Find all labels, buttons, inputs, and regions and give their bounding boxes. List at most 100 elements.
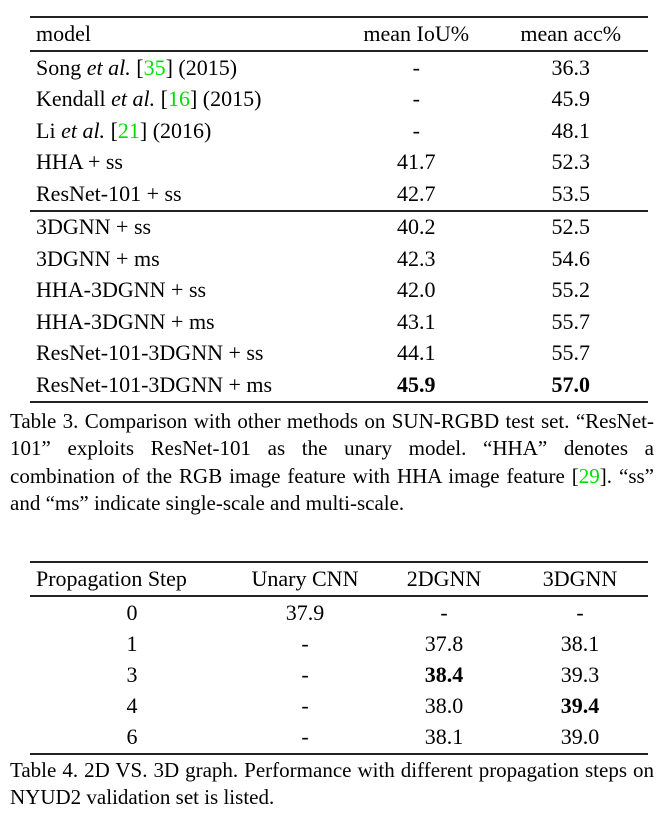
- table-row: ResNet-101 + ss 42.7 53.5: [30, 178, 648, 211]
- table4-body: 0 37.9 - - 1 - 37.8 38.1 3 - 38.4 39.3 4…: [30, 596, 648, 754]
- year-text: ] (2015): [165, 54, 238, 80]
- iou-cell: -: [412, 54, 420, 80]
- step-cell: 3: [126, 661, 138, 687]
- etal-text: et al.: [61, 117, 106, 143]
- model-cell: ResNet-101 + ss: [36, 180, 182, 206]
- model-cell: 3DGNN + ss: [30, 209, 339, 243]
- 2dgnn-cell: 38.0: [424, 693, 464, 719]
- table3-header: model mean IoU% mean acc%: [30, 17, 648, 52]
- citation-link[interactable]: 16: [167, 86, 190, 112]
- iou-cell: 42.3: [397, 245, 436, 271]
- acc-cell: 36.3: [551, 54, 591, 80]
- 3dgnn-cell: 39.0: [560, 724, 600, 750]
- 2dgnn-cell-best: 38.4: [424, 661, 464, 687]
- citation-link[interactable]: 35: [143, 54, 166, 80]
- propagation-step-table: Propagation Step Unary CNN 2DGNN 3DGNN 0…: [30, 561, 648, 755]
- table-row: Kendall et al. [16] (2015) - 45.9: [30, 84, 648, 116]
- model-cell: HHA-3DGNN + ss: [36, 277, 207, 303]
- table-row: ResNet-101-3DGNN + ss 44.1 55.7: [30, 338, 648, 370]
- iou-cell-best: 45.9: [397, 371, 436, 397]
- acc-cell: 45.9: [551, 86, 591, 112]
- 2dgnn-cell: 38.1: [424, 724, 464, 750]
- 2dgnn-cell: 37.8: [424, 630, 464, 656]
- table-header-row: Propagation Step Unary CNN 2DGNN 3DGNN: [30, 562, 648, 597]
- table3-caption: Table 3. Comparison with other methods o…: [10, 408, 654, 518]
- 3dgnn-cell: 39.3: [560, 661, 600, 687]
- 3dgnn-cell: 38.1: [560, 630, 600, 656]
- table3-body: Song et al. [35] (2015) - 36.3 Kendall e…: [30, 51, 648, 402]
- acc-cell: 53.5: [551, 180, 591, 206]
- etal-text: et al.: [111, 86, 156, 112]
- table4-caption: Table 4. 2D VS. 3D graph. Performance wi…: [10, 758, 654, 810]
- comparison-table-sun-rgbd: model mean IoU% mean acc% Song et al. [3…: [30, 16, 648, 403]
- unary-cnn-cell: -: [301, 693, 309, 719]
- iou-cell: -: [412, 86, 420, 112]
- table-row: 6 - 38.1 39.0: [30, 722, 648, 754]
- bracket-text: [: [130, 54, 144, 80]
- table-row: Li et al. [21] (2016) - 48.1: [30, 115, 648, 147]
- acc-cell: 55.7: [551, 308, 591, 334]
- col-header-3dgnn: 3DGNN: [512, 562, 648, 597]
- unary-cnn-cell: -: [301, 724, 309, 750]
- col-header-mean-acc: mean acc%: [493, 17, 648, 52]
- model-cell: Li et al. [21] (2016): [30, 115, 339, 147]
- acc-cell: 55.7: [551, 340, 591, 366]
- col-header-model: model: [30, 17, 339, 52]
- iou-cell: 42.7: [397, 180, 436, 206]
- 3dgnn-cell: -: [576, 599, 584, 625]
- acc-cell: 55.2: [551, 277, 591, 303]
- table-row: Song et al. [35] (2015) - 36.3: [30, 51, 648, 84]
- step-cell: 4: [126, 693, 138, 719]
- table-row: 3DGNN + ms 42.3 54.6: [30, 243, 648, 275]
- bracket-text: [: [105, 117, 118, 143]
- acc-cell: 48.1: [551, 117, 591, 143]
- model-text: Li: [36, 117, 62, 143]
- table-row: HHA + ss 41.7 52.3: [30, 147, 648, 179]
- citation-link[interactable]: 29: [578, 463, 600, 488]
- model-cell: Kendall et al. [16] (2015): [30, 84, 339, 116]
- iou-cell: 40.2: [339, 209, 494, 243]
- year-text: ] (2016): [139, 117, 212, 143]
- unary-cnn-cell: -: [301, 630, 309, 656]
- step-cell: 0: [126, 599, 138, 625]
- acc-cell: 52.5: [493, 209, 648, 243]
- model-cell: HHA + ss: [36, 149, 123, 175]
- step-cell: 6: [126, 724, 138, 750]
- table4-header: Propagation Step Unary CNN 2DGNN 3DGNN: [30, 562, 648, 597]
- table-row: 3DGNN + ss 40.2 52.5: [30, 209, 648, 243]
- unary-cnn-cell: -: [301, 661, 309, 687]
- iou-cell: 42.0: [397, 277, 436, 303]
- col-header-propagation-step: Propagation Step: [30, 562, 234, 597]
- table-row: HHA-3DGNN + ss 42.0 55.2: [30, 275, 648, 307]
- table-header-row: model mean IoU% mean acc%: [30, 17, 648, 52]
- caption-text: Table 3. Comparison with other methods o…: [10, 409, 654, 488]
- bracket-text: [: [155, 86, 168, 112]
- model-cell: ResNet-101-3DGNN + ss: [36, 340, 264, 366]
- table-row: 0 37.9 - -: [30, 596, 648, 628]
- model-text: Kendall: [36, 86, 112, 112]
- table-row: ResNet-101-3DGNN + ms 45.9 57.0: [30, 369, 648, 402]
- iou-cell: 44.1: [397, 340, 436, 366]
- etal-text: et al.: [86, 54, 131, 80]
- acc-cell: 54.6: [551, 245, 591, 271]
- iou-cell: 43.1: [397, 308, 436, 334]
- model-cell: HHA-3DGNN + ms: [36, 308, 215, 334]
- model-cell: 3DGNN + ms: [36, 245, 160, 271]
- 2dgnn-cell: -: [440, 599, 448, 625]
- col-header-mean-iou: mean IoU%: [339, 17, 494, 52]
- col-header-2dgnn: 2DGNN: [376, 562, 513, 597]
- step-cell: 1: [126, 630, 138, 656]
- citation-link[interactable]: 21: [117, 117, 140, 143]
- table-row: 3 - 38.4 39.3: [30, 659, 648, 690]
- model-text: Song: [36, 54, 87, 80]
- model-cell: Song et al. [35] (2015): [30, 51, 339, 84]
- iou-cell: 41.7: [397, 149, 436, 175]
- table-row: HHA-3DGNN + ms 43.1 55.7: [30, 306, 648, 338]
- col-header-unary-cnn: Unary CNN: [233, 562, 377, 597]
- 3dgnn-cell-best: 39.4: [560, 693, 600, 719]
- iou-cell: -: [412, 117, 420, 143]
- acc-cell: 52.3: [551, 149, 591, 175]
- acc-cell-best: 57.0: [551, 371, 591, 397]
- caption-text: ]. “ss” and “ms” indicate single-scale a…: [10, 463, 654, 516]
- unary-cnn-cell: 37.9: [285, 599, 325, 625]
